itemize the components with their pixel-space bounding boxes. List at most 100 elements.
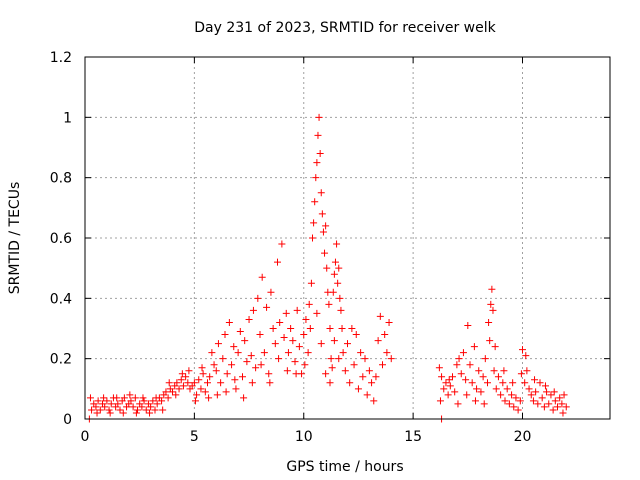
data-point: [532, 388, 540, 396]
data-point: [113, 394, 121, 402]
data-point: [106, 409, 114, 417]
data-point: [379, 361, 386, 369]
x-tick-label: 5: [190, 429, 199, 445]
data-point: [103, 397, 111, 405]
grid-layer: [85, 57, 610, 419]
data-point: [352, 331, 360, 339]
data-point: [197, 385, 205, 393]
data-point: [315, 113, 323, 121]
data-point: [213, 391, 221, 399]
data-point: [440, 385, 448, 393]
data-point: [201, 388, 209, 396]
data-point: [105, 406, 113, 414]
data-point: [459, 349, 467, 357]
data-point: [114, 400, 122, 408]
data-point: [140, 397, 148, 405]
data-point: [357, 349, 365, 357]
data-point: [314, 131, 322, 139]
data-point: [538, 394, 546, 402]
data-point: [325, 300, 333, 308]
data-point: [310, 219, 318, 227]
data-point: [282, 309, 290, 317]
data-point: [205, 394, 213, 402]
data-point: [550, 388, 558, 396]
data-point: [138, 403, 146, 411]
data-point: [267, 288, 275, 296]
data-point: [214, 340, 222, 348]
data-point: [559, 409, 567, 417]
data-point: [240, 394, 248, 402]
data-point: [551, 397, 559, 405]
data-point: [313, 159, 321, 167]
data-point: [330, 337, 338, 345]
data-point: [119, 409, 127, 417]
data-point: [239, 373, 246, 381]
data-point: [234, 349, 242, 357]
data-point: [363, 391, 371, 399]
data-point: [199, 370, 207, 378]
data-point: [312, 174, 320, 182]
data-point: [210, 361, 218, 369]
data-point: [101, 403, 109, 411]
data-point: [127, 397, 135, 405]
data-point: [284, 349, 292, 357]
data-point: [348, 325, 356, 332]
data-point: [331, 258, 339, 266]
data-point: [178, 370, 186, 378]
data-point: [252, 364, 260, 372]
data-point: [436, 397, 444, 405]
data-point: [217, 379, 225, 387]
data-point: [271, 340, 279, 348]
data-point: [361, 355, 369, 363]
data-point: [534, 400, 542, 408]
data-point: [169, 388, 176, 396]
data-point: [304, 349, 312, 357]
data-point: [287, 325, 295, 332]
data-point: [295, 343, 303, 351]
data-point: [466, 361, 474, 369]
data-point: [471, 397, 479, 405]
data-point: [560, 391, 568, 399]
data-point: [359, 373, 367, 381]
data-point: [93, 409, 101, 417]
data-point: [96, 406, 104, 414]
data-point: [445, 376, 453, 384]
plot-frame: [84, 56, 611, 420]
data-point: [484, 379, 491, 387]
data-point: [300, 331, 308, 339]
data-point: [193, 391, 201, 399]
y-tick-label: 1: [63, 110, 72, 126]
data-point: [260, 349, 268, 357]
data-point: [492, 385, 500, 393]
data-point: [151, 406, 159, 414]
data-point: [131, 394, 139, 402]
data-point: [223, 370, 231, 378]
data-point: [543, 388, 551, 396]
data-point: [522, 352, 530, 360]
data-point: [523, 367, 531, 375]
data-point: [198, 364, 206, 372]
y-tick-label: 0.4: [50, 291, 72, 307]
data-point: [547, 391, 555, 399]
data-point: [486, 337, 494, 345]
data-point: [100, 394, 108, 402]
data-point: [454, 400, 462, 408]
data-point: [330, 270, 338, 278]
data-point: [256, 331, 264, 339]
data-point: [318, 210, 326, 218]
y-tick-label: 1.2: [50, 50, 72, 66]
y-tick-label: 0: [63, 412, 72, 428]
data-point: [491, 343, 499, 351]
data-point: [204, 379, 211, 387]
data-point: [338, 325, 346, 332]
data-point: [497, 391, 505, 399]
data-point: [232, 385, 240, 393]
data-point: [134, 406, 141, 414]
data-point: [462, 376, 470, 384]
data-point: [328, 364, 336, 372]
data-point: [354, 385, 362, 393]
data-point: [536, 379, 544, 387]
data-point: [464, 321, 472, 329]
data-point: [473, 385, 481, 393]
data-point: [505, 400, 513, 408]
